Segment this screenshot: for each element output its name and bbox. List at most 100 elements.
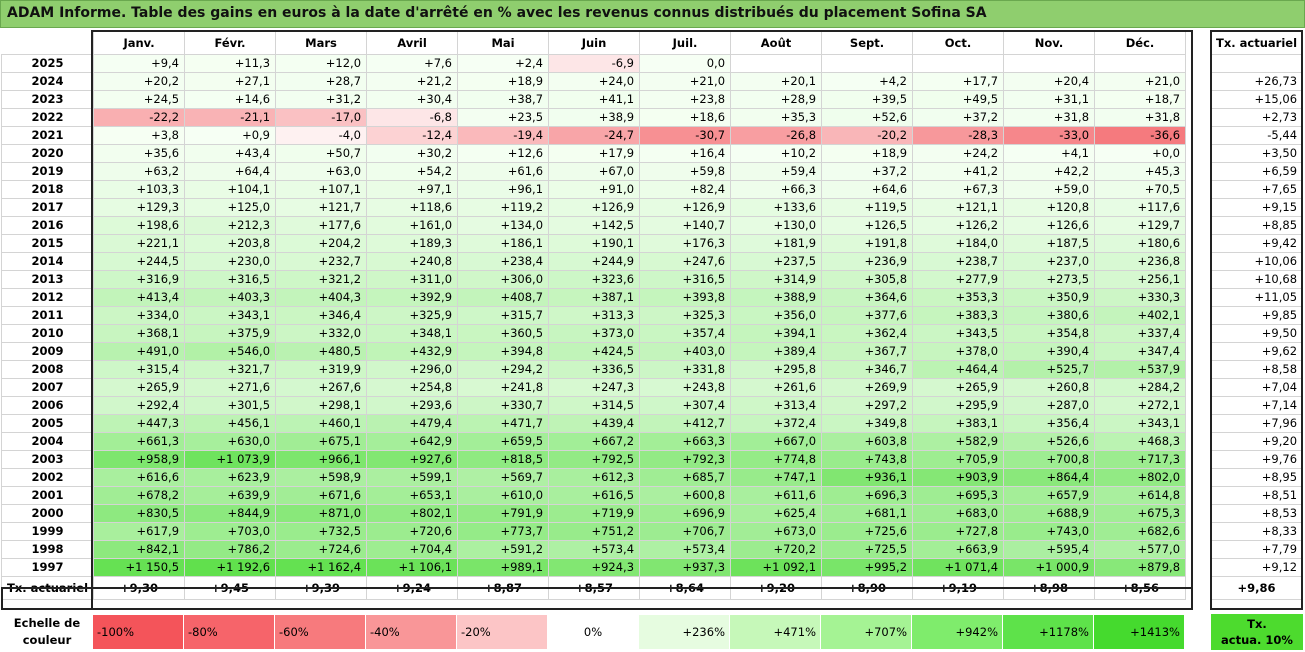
gain-cell: +696,9 <box>639 504 732 523</box>
gain-cell: +17,9 <box>548 144 641 163</box>
gain-cell: +296,0 <box>366 360 459 379</box>
gain-cell: -20,2 <box>821 126 914 145</box>
gain-cell: +673,0 <box>730 522 823 541</box>
gain-cell: +140,7 <box>639 216 732 235</box>
year-cell: 2010 <box>0 324 95 343</box>
gain-cell: +630,0 <box>184 432 277 451</box>
gain-cell: +181,9 <box>730 234 823 253</box>
gain-cell: +187,5 <box>1003 234 1096 253</box>
gain-cell: +569,7 <box>457 468 550 487</box>
gain-cell: +126,5 <box>821 216 914 235</box>
table-row: 2012 +413,4 +403,3 +404,3 +392,9 +408,7 +387,1… <box>0 288 1187 307</box>
month-header: Févr. <box>184 31 277 55</box>
gain-cell: +4,1 <box>1003 144 1096 163</box>
table-row: 1998 +842,1 +786,2 +724,6 +704,4 +591,2 +573,4… <box>0 540 1187 559</box>
gain-cell: +525,7 <box>1003 360 1096 379</box>
gain-cell: +134,0 <box>457 216 550 235</box>
gain-cell: +603,8 <box>821 432 914 451</box>
gain-cell: +16,4 <box>639 144 732 163</box>
actuarial-row: -5,44 <box>1209 126 1304 145</box>
gain-cell: +37,2 <box>912 108 1005 127</box>
month-header: Déc. <box>1094 31 1187 55</box>
color-scale-swatch: -40% <box>365 614 457 650</box>
gain-cell: +368,1 <box>93 324 186 343</box>
table-row: 1999 +617,9 +703,0 +732,5 +720,6 +773,7 +751,2… <box>0 522 1187 541</box>
gain-cell: +719,9 <box>548 504 641 523</box>
tx-actuariel-cell: +9,19 <box>912 576 1005 600</box>
gain-cell: +546,0 <box>184 342 277 361</box>
actuarial-row: +9,20 <box>1209 432 1304 451</box>
gain-cell: +49,5 <box>912 90 1005 109</box>
gain-cell <box>1003 54 1096 73</box>
gain-cell: +966,1 <box>275 450 368 469</box>
gain-cell: +724,6 <box>275 540 368 559</box>
gain-cell: +732,5 <box>275 522 368 541</box>
year-cell: 2017 <box>0 198 95 217</box>
gain-cell: +346,4 <box>275 306 368 325</box>
color-scale-swatch: -60% <box>274 614 366 650</box>
gain-cell: +526,6 <box>1003 432 1096 451</box>
gain-cell: +372,4 <box>730 414 823 433</box>
gain-cell: +403,3 <box>184 288 277 307</box>
year-cell: 2005 <box>0 414 95 433</box>
gain-cell: +842,1 <box>93 540 186 559</box>
gain-cell: +20,2 <box>93 72 186 91</box>
gain-cell: +18,7 <box>1094 90 1187 109</box>
gain-cell: +14,6 <box>184 90 277 109</box>
gain-cell: +330,7 <box>457 396 550 415</box>
gain-cell: +392,9 <box>366 288 459 307</box>
tx-actua-legend-line2: actua. 10% <box>1221 633 1293 647</box>
gain-cell: +297,2 <box>821 396 914 415</box>
color-scale-swatch: +1413% <box>1093 614 1185 650</box>
table-row: 2011 +334,0 +343,1 +346,4 +325,9 +315,7 +313,3… <box>0 306 1187 325</box>
gain-cell <box>912 54 1005 73</box>
year-cell: 2018 <box>0 180 95 199</box>
table-row: 2019 +63,2 +64,4 +63,0 +54,2 +61,6 +67,0 +59,8 +… <box>0 162 1187 181</box>
gain-cell: +190,1 <box>548 234 641 253</box>
gain-cell: +120,8 <box>1003 198 1096 217</box>
gain-cell: +383,3 <box>912 306 1005 325</box>
gain-cell: +0,9 <box>184 126 277 145</box>
gain-cell: +24,0 <box>548 72 641 91</box>
gain-cell: +703,0 <box>184 522 277 541</box>
actuarial-row: +8,85 <box>1209 216 1304 235</box>
gain-cell: +682,6 <box>1094 522 1187 541</box>
table-row: 2020 +35,6 +43,4 +50,7 +30,2 +12,6 +17,9 +16,4 +… <box>0 144 1187 163</box>
actuarial-row: +7,96 <box>1209 414 1304 433</box>
gain-cell: +37,2 <box>821 162 914 181</box>
gain-cell: +573,4 <box>548 540 641 559</box>
gain-cell: +751,2 <box>548 522 641 541</box>
gain-cell: +12,0 <box>275 54 368 73</box>
gain-cell: +927,6 <box>366 450 459 469</box>
color-scale-swatch: +707% <box>820 614 912 650</box>
gain-cell: +404,3 <box>275 288 368 307</box>
gain-cell: +456,1 <box>184 414 277 433</box>
table-row: 2016 +198,6 +212,3 +177,6 +161,0 +134,0 +142,5… <box>0 216 1187 235</box>
year-cell: 2015 <box>0 234 95 253</box>
actuarial-rate-cell: +9,42 <box>1209 234 1304 253</box>
gain-cell: +293,6 <box>366 396 459 415</box>
year-cell: 2008 <box>0 360 95 379</box>
month-header: Juin <box>548 31 641 55</box>
gain-cell: +45,3 <box>1094 162 1187 181</box>
gains-table: Janv. Févr. Mars Avril Mai Juin Juil. Août Sept.… <box>0 31 1187 600</box>
gain-cell: +802,1 <box>366 504 459 523</box>
gain-cell: +667,2 <box>548 432 641 451</box>
gain-cell: +424,5 <box>548 342 641 361</box>
corner-cell <box>2 32 94 55</box>
gain-cell: +388,9 <box>730 288 823 307</box>
gain-cell: +4,2 <box>821 72 914 91</box>
gain-cell: +681,1 <box>821 504 914 523</box>
gain-cell: +334,0 <box>93 306 186 325</box>
month-header: Août <box>730 31 823 55</box>
gain-cell: +491,0 <box>93 342 186 361</box>
gain-cell: +38,7 <box>457 90 550 109</box>
gain-cell: +267,6 <box>275 378 368 397</box>
gain-cell: +41,2 <box>912 162 1005 181</box>
gain-cell: 0,0 <box>639 54 732 73</box>
gain-cell: +617,9 <box>93 522 186 541</box>
gain-cell: +269,9 <box>821 378 914 397</box>
gain-cell: -30,7 <box>639 126 732 145</box>
gain-cell: +383,1 <box>912 414 1005 433</box>
year-cell: 2025 <box>0 54 95 73</box>
